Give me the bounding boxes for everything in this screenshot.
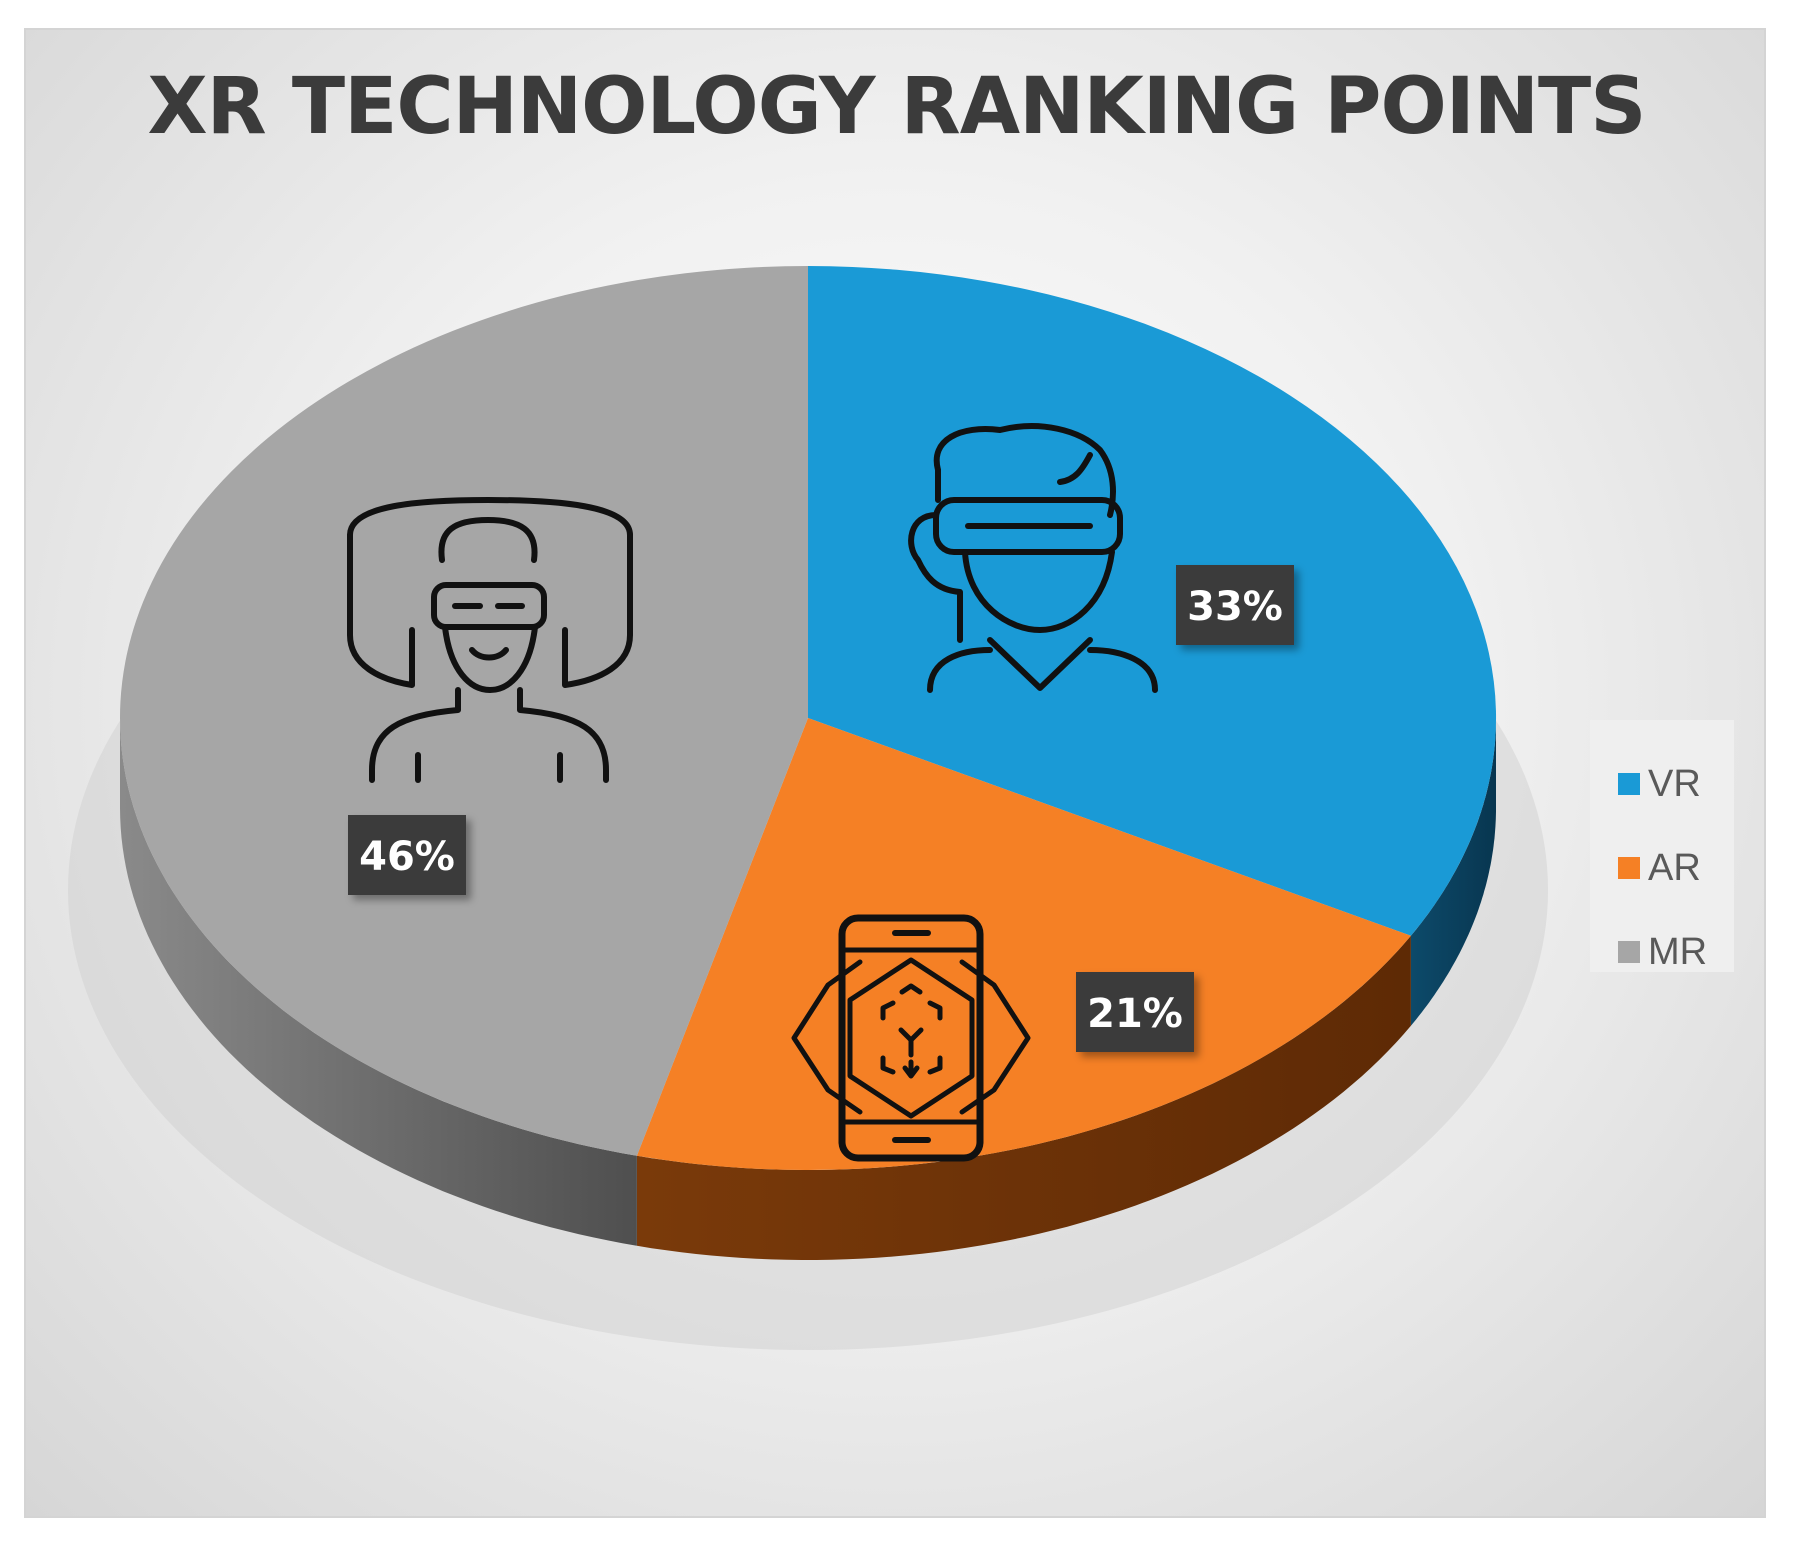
- legend-item-ar: AR: [1590, 826, 1734, 910]
- data-label-box-ar: [1076, 972, 1194, 1052]
- pie-side-ar: [636, 935, 1411, 1260]
- ar-smartphone-icon: [791, 914, 1031, 1162]
- pie-slice-vr: [808, 266, 1497, 936]
- legend-item-vr: VR: [1590, 742, 1734, 826]
- data-label-ar: 21%: [1076, 972, 1194, 1052]
- data-label-box-mr: [348, 815, 466, 895]
- pie-slice-ar: [636, 718, 1411, 1171]
- pie-tops: [119, 266, 1497, 1171]
- data-label-text-vr: 33%: [1187, 584, 1283, 630]
- mixed-reality-person-icon: [347, 497, 633, 783]
- vr-headset-person-icon: [908, 423, 1158, 693]
- data-label-box-vr: [1176, 565, 1294, 645]
- legend-swatch-ar: [1618, 857, 1640, 879]
- data-label-vr: 33%: [1176, 565, 1294, 645]
- pie-sides: [120, 718, 1496, 1260]
- legend-label-mr: MR: [1648, 930, 1708, 973]
- legend-label-ar: AR: [1648, 846, 1701, 889]
- data-label-mr: 46%: [348, 815, 466, 895]
- pie-side-vr: [1410, 718, 1496, 1026]
- legend-swatch-mr: [1618, 941, 1640, 963]
- legend-swatch-vr: [1618, 773, 1640, 795]
- pie-data-labels: 33% 21% 46%: [348, 565, 1294, 1052]
- chart-title: XR TECHNOLOGY RANKING POINTS: [147, 62, 1647, 152]
- data-label-text-ar: 21%: [1087, 991, 1183, 1037]
- legend-label-vr: VR: [1648, 762, 1701, 805]
- legend-item-mr: MR: [1590, 910, 1734, 994]
- data-label-text-mr: 46%: [359, 834, 455, 880]
- legend: VR AR MR: [1590, 720, 1734, 973]
- pie-side-mr: [120, 718, 637, 1246]
- pie-slice-mr: [119, 266, 808, 1156]
